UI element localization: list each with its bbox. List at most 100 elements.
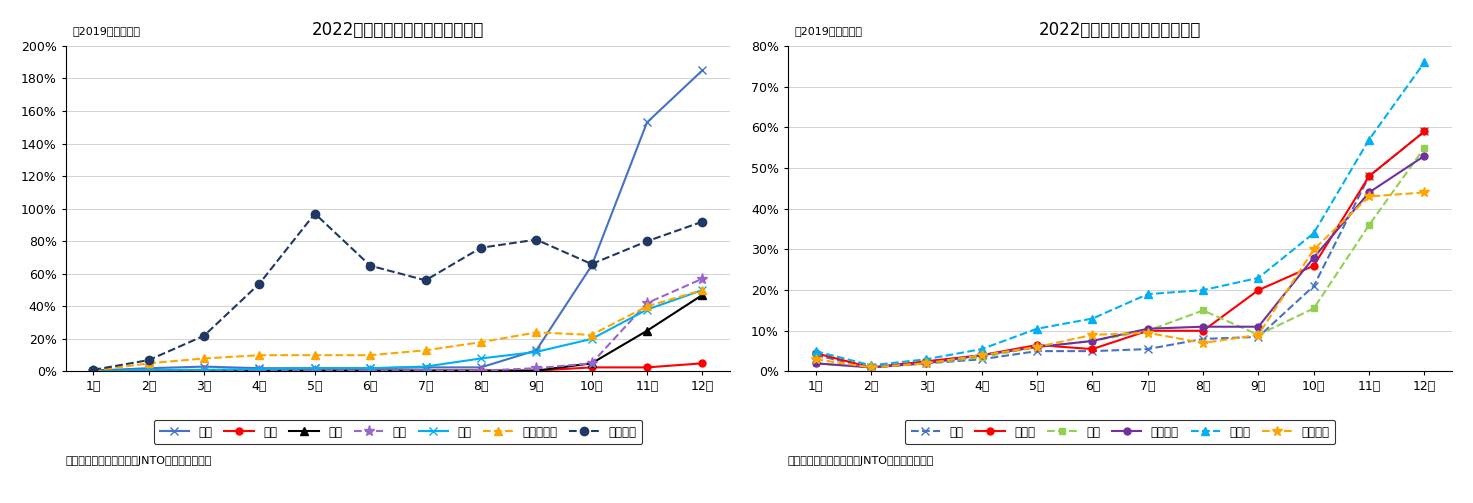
- フィリピン: [527, 329, 545, 336]
- Legend: 韓国, 中国, 台湾, 香港, タイ, フィリピン, ベトナム: 韓国, 中国, 台湾, 香港, タイ, フィリピン, ベトナム: [153, 420, 642, 445]
- 台湾: [694, 292, 711, 298]
- Line: 中国: 中国: [90, 360, 706, 374]
- フィリピン: [84, 368, 102, 374]
- Line: 韓国: 韓国: [90, 66, 707, 375]
- 台湾: [250, 368, 268, 374]
- ドイツ: [1360, 136, 1377, 142]
- ドイツ: [1084, 315, 1102, 321]
- フィリピン: [306, 352, 324, 358]
- 韓国: [140, 365, 158, 371]
- 英国: [1249, 332, 1267, 338]
- 米国: [1360, 173, 1377, 179]
- カナダ: [862, 364, 879, 370]
- フランス: [918, 360, 935, 366]
- フィリピン: [471, 339, 489, 345]
- 英国: [972, 354, 990, 360]
- フィリピン: [140, 360, 158, 366]
- 中国: [250, 368, 268, 374]
- ベトナム: [583, 261, 601, 267]
- 英国: [1305, 305, 1323, 311]
- フランス: [1028, 344, 1046, 350]
- ベトナム: [361, 263, 379, 269]
- ドイツ: [1416, 59, 1433, 65]
- 台湾: [583, 360, 601, 366]
- フランス: [807, 360, 825, 366]
- 台湾: [361, 368, 379, 374]
- フランス: [1416, 153, 1433, 159]
- Line: 英国: 英国: [812, 144, 1427, 371]
- 英国: [1360, 222, 1377, 228]
- ベトナム: [84, 367, 102, 373]
- フランス: [1249, 324, 1267, 330]
- フランス: [1360, 190, 1377, 196]
- フランス: [972, 352, 990, 358]
- タイ: [140, 367, 158, 373]
- タイ: [306, 365, 324, 371]
- イタリア: [1084, 332, 1102, 338]
- 英国: [1084, 338, 1102, 344]
- 英国: [918, 360, 935, 366]
- フィリピン: [694, 287, 711, 293]
- Line: 台湾: 台湾: [90, 291, 707, 375]
- イタリア: [807, 356, 825, 362]
- 中国: [140, 368, 158, 374]
- 台湾: [306, 368, 324, 374]
- 香港: [306, 368, 324, 374]
- Text: （出典）日本政府観光局JNTO「訪日外客数」: （出典）日本政府観光局JNTO「訪日外客数」: [788, 456, 934, 466]
- フィリピン: [583, 332, 601, 338]
- ベトナム: [527, 236, 545, 242]
- 香港: [361, 368, 379, 374]
- ベトナム: [471, 245, 489, 251]
- イタリア: [1195, 340, 1212, 346]
- 米国: [1084, 348, 1102, 354]
- フランス: [862, 364, 879, 370]
- 米国: [862, 364, 879, 370]
- イタリア: [1305, 246, 1323, 253]
- タイ: [527, 349, 545, 355]
- 台湾: [638, 328, 655, 334]
- 米国: [1195, 336, 1212, 342]
- 香港: [84, 368, 102, 374]
- 韓国: [306, 365, 324, 371]
- ドイツ: [1305, 230, 1323, 236]
- 台湾: [527, 368, 545, 374]
- カナダ: [1084, 346, 1102, 352]
- 香港: [417, 368, 435, 374]
- 英国: [807, 360, 825, 366]
- 香港: [527, 365, 545, 371]
- 中国: [583, 364, 601, 370]
- 中国: [527, 368, 545, 374]
- タイ: [417, 364, 435, 370]
- フランス: [1084, 338, 1102, 344]
- タイ: [250, 366, 268, 372]
- カナダ: [1416, 128, 1433, 134]
- 中国: [361, 368, 379, 374]
- ドイツ: [807, 348, 825, 354]
- ベトナム: [140, 357, 158, 363]
- 韓国: [84, 368, 102, 374]
- カナダ: [1195, 328, 1212, 334]
- 英国: [1416, 145, 1433, 151]
- フィリピン: [361, 352, 379, 358]
- Title: 2022年訪日外客数推移（アジア）: 2022年訪日外客数推移（アジア）: [312, 21, 485, 39]
- 中国: [638, 364, 655, 370]
- フィリピン: [638, 303, 655, 309]
- Line: カナダ: カナダ: [812, 128, 1427, 371]
- イタリア: [1416, 190, 1433, 196]
- 米国: [807, 352, 825, 358]
- ベトナム: [638, 238, 655, 244]
- 韓国: [417, 364, 435, 370]
- 台湾: [84, 368, 102, 374]
- フランス: [1305, 255, 1323, 261]
- 台湾: [471, 368, 489, 374]
- 台湾: [140, 368, 158, 374]
- イタリア: [918, 360, 935, 366]
- 米国: [1139, 346, 1156, 352]
- フィリピン: [417, 347, 435, 353]
- ベトナム: [306, 211, 324, 217]
- Line: フィリピン: フィリピン: [90, 286, 707, 375]
- イタリア: [1139, 330, 1156, 336]
- Line: イタリア: イタリア: [810, 188, 1429, 372]
- 香港: [471, 368, 489, 374]
- タイ: [694, 287, 711, 293]
